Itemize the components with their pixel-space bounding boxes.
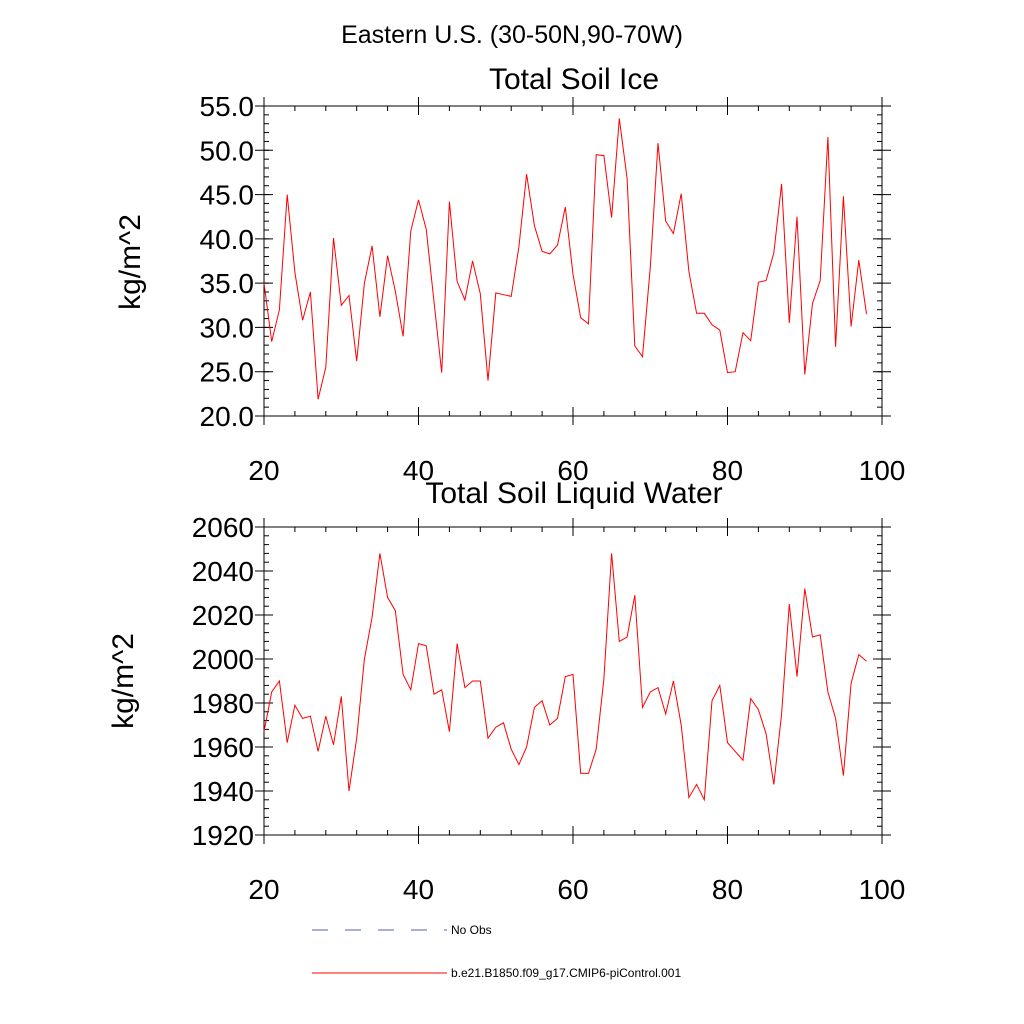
- y-tick-label: 2040: [192, 556, 254, 587]
- legend-label-no-obs: No Obs: [451, 923, 492, 937]
- x-tick-label: 100: [859, 455, 906, 486]
- y-tick-label: 45.0: [200, 180, 255, 211]
- figure-suptitle: Eastern U.S. (30-50N,90-70W): [341, 21, 683, 49]
- y-axis-label: kg/m^2: [107, 633, 140, 729]
- axis-ticks: [255, 97, 891, 425]
- y-tick-label: 30.0: [200, 312, 255, 343]
- y-tick-label: 2060: [192, 512, 254, 543]
- y-tick-label: 40.0: [200, 224, 255, 255]
- legend: No Obs b.e21.B1850.f09_g17.CMIP6-piContr…: [312, 923, 681, 980]
- panel-title: Total Soil Liquid Water: [425, 477, 722, 510]
- panel-total-soil-liquid-water: Total Soil Liquid Water kg/m^2 20 40 60 80 1…: [107, 477, 905, 905]
- series-line: [263, 553, 867, 802]
- y-tick-label: 50.0: [200, 135, 255, 166]
- y-tick-label: 1940: [192, 776, 254, 807]
- axis-tick-labels: 20 40 60 80 10019201940196019802000202020402…: [192, 512, 906, 905]
- axis-tick-labels: 20 40 60 80 100 20.0 25.0 30.0 35.0 40.0 45.0 50.0 5…: [200, 91, 906, 486]
- y-tick-label: 1980: [192, 688, 254, 719]
- panel-title: Total Soil Ice: [489, 63, 659, 96]
- x-tick-label: 40: [403, 455, 434, 486]
- x-tick-label: 60: [557, 455, 588, 486]
- y-tick-label: 1960: [192, 732, 254, 763]
- series-line: [263, 118, 867, 400]
- y-tick-label: 25.0: [200, 357, 255, 388]
- y-tick-label: 20.0: [200, 401, 255, 432]
- legend-label-model: b.e21.B1850.f09_g17.CMIP6-piControl.001: [451, 966, 681, 980]
- y-tick-label: 2000: [192, 644, 254, 675]
- x-tick-label: 20: [248, 874, 279, 905]
- y-tick-label: 1920: [192, 820, 254, 851]
- x-tick-label: 20: [248, 455, 279, 486]
- x-tick-label: 80: [712, 455, 743, 486]
- x-tick-label: 60: [557, 874, 588, 905]
- y-tick-label: 35.0: [200, 268, 255, 299]
- y-tick-label: 55.0: [200, 91, 255, 122]
- y-tick-label: 2020: [192, 600, 254, 631]
- x-tick-label: 80: [712, 874, 743, 905]
- axis-ticks: [255, 518, 891, 844]
- plot-frame: [263, 105, 883, 417]
- x-tick-label: 40: [403, 874, 434, 905]
- y-axis-label: kg/m^2: [114, 214, 147, 310]
- panel-total-soil-ice: Total Soil Ice kg/m^2 20 40 60 80 100 20.0 25.…: [114, 63, 905, 486]
- x-tick-label: 100: [859, 874, 906, 905]
- plot-frame: [263, 526, 883, 836]
